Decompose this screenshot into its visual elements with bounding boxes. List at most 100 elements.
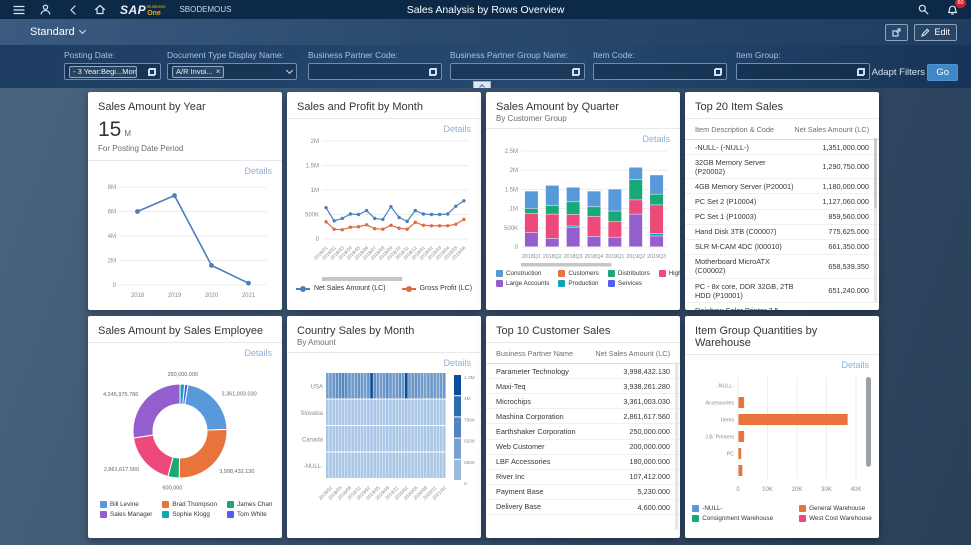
table-row[interactable]: River Inc 107,412.000: [486, 470, 680, 485]
legend-marker: [100, 511, 107, 518]
svg-text:2M: 2M: [311, 139, 319, 145]
country-heatmap-chart[interactable]: USASlovakiaCanada-NULL-2018/022018/05201…: [292, 369, 476, 519]
table-row[interactable]: Microchips 3,361,003.030: [486, 394, 680, 410]
document-type-select[interactable]: A/R Invoi... ×: [167, 63, 297, 80]
legend-item[interactable]: West Cost Warehouse: [799, 515, 872, 522]
value-help-icon[interactable]: [148, 67, 156, 76]
item-code-input[interactable]: [593, 63, 727, 80]
home-icon[interactable]: [93, 3, 106, 16]
svg-text:10K: 10K: [762, 487, 773, 493]
details-link[interactable]: Details: [841, 360, 869, 370]
details-link[interactable]: Details: [443, 358, 471, 368]
table-row[interactable]: -NULL- (-NULL-) 1,351,000.000: [685, 140, 879, 156]
menu-icon[interactable]: [12, 3, 25, 16]
legend-item[interactable]: Sales Manager: [100, 511, 152, 518]
legend-item[interactable]: Production: [558, 280, 599, 287]
legend-label: Net Sales Amount (LC): [313, 285, 386, 292]
posting-date-input[interactable]: - 3 Year:Begi...Month:F... ×: [64, 63, 161, 80]
legend-item[interactable]: Sophie Klogg: [162, 511, 217, 518]
bp-code-input[interactable]: [308, 63, 442, 80]
details-link[interactable]: Details: [642, 134, 670, 144]
table-row[interactable]: PC Set 2 (P10004) 1,127,060.000: [685, 194, 879, 210]
svg-text:Canada: Canada: [302, 437, 324, 443]
row-name: PC Set 1 (P10003): [695, 212, 757, 222]
details-link[interactable]: Details: [244, 166, 272, 176]
share-icon: [892, 27, 902, 37]
table-scrollbar[interactable]: [675, 362, 678, 530]
details-link[interactable]: Details: [244, 348, 272, 358]
table-row[interactable]: Delivery Base 4,600.000: [486, 500, 680, 516]
filter-token[interactable]: - 3 Year:Begi...Month:F... ×: [69, 65, 137, 78]
chevron-down-icon[interactable]: [285, 66, 294, 75]
table-row[interactable]: Parameter Technology 3,998,432.130: [486, 364, 680, 380]
value-help-icon[interactable]: [857, 67, 865, 76]
legend-item[interactable]: Tom White: [227, 511, 272, 518]
variant-selector[interactable]: Standard: [30, 26, 86, 38]
value-help-icon[interactable]: [429, 67, 437, 76]
notifications-icon[interactable]: 60: [946, 0, 966, 16]
legend-item[interactable]: Distributors: [607, 270, 650, 277]
row-value: 2,861,617.560: [623, 411, 670, 421]
legend-item[interactable]: General Warehouse: [799, 505, 872, 512]
table-row[interactable]: Payment Base 5,230.000: [486, 485, 680, 500]
svg-text:2,861,617.560: 2,861,617.560: [104, 467, 139, 473]
sap-business-one-logo[interactable]: SAP Business One: [120, 3, 165, 17]
card-sales-by-employee: Sales Amount by Sales Employee Details 2…: [88, 316, 282, 538]
legend-item[interactable]: High Tech: [658, 270, 680, 277]
value-help-icon[interactable]: [714, 67, 722, 76]
edit-button[interactable]: Edit: [914, 23, 957, 41]
go-button[interactable]: Go: [927, 64, 958, 81]
table-row[interactable]: 32GB Memory Server (P20002) 1,290,750.000: [685, 155, 879, 180]
share-button[interactable]: [885, 23, 909, 41]
month-line-chart[interactable]: 2M1.5M1M500K02018/012018/022018/032018/0…: [292, 135, 476, 283]
row-name: Mashina Corporation: [496, 411, 564, 421]
table-row[interactable]: Earthshaker Corporation 250,000.000: [486, 424, 680, 440]
table-row[interactable]: Mashina Corporation 2,861,617.560: [486, 409, 680, 425]
legend-item[interactable]: -NULL-: [692, 505, 773, 512]
filter-token[interactable]: A/R Invoi... ×: [172, 65, 225, 78]
legend-item[interactable]: Net Sales Amount (LC): [295, 285, 386, 292]
adapt-filters-link[interactable]: Adapt Filters: [871, 67, 925, 78]
kpi-subtitle: For Posting Date Period: [98, 144, 184, 153]
table-scrollbar-thumb[interactable]: [874, 138, 877, 208]
table-row[interactable]: Motherboard MicroATX (C00002) 658,539.350: [685, 255, 879, 280]
search-icon[interactable]: [917, 3, 930, 16]
details-link[interactable]: Details: [443, 124, 471, 134]
legend-item[interactable]: Gross Profit (LC): [401, 285, 472, 292]
item-group-input[interactable]: [736, 63, 870, 80]
table-row[interactable]: Hand Disk 3TB (C00007) 775,625.000: [685, 225, 879, 240]
table-row[interactable]: Web Customer 200,000.000: [486, 440, 680, 455]
legend-item[interactable]: Large Accounts: [496, 280, 549, 287]
legend-item[interactable]: Customers: [558, 270, 599, 277]
table-row[interactable]: LBF Accessories 180,000.000: [486, 455, 680, 470]
legend-label: Services: [617, 280, 643, 287]
table-row[interactable]: Maxi-Teq 3,938,261.280: [486, 379, 680, 395]
legend-item[interactable]: Services: [607, 280, 650, 287]
table-row[interactable]: PC - 8x core, DDR 32GB, 2TB HDD (P10001)…: [685, 279, 879, 304]
year-line-chart[interactable]: 8M 6M 4M 2M 0 2018 2019 2020 2021: [93, 177, 277, 301]
token-remove-icon[interactable]: ×: [215, 66, 221, 76]
bp-group-input[interactable]: [450, 63, 585, 80]
row-name: Rainbow Color Printer 7.5 (A00005): [695, 306, 797, 310]
legend-label: Tom White: [237, 511, 267, 518]
user-icon[interactable]: [39, 3, 52, 16]
value-help-icon[interactable]: [572, 67, 580, 76]
dashboard-content: Sales Amount by Year 15 M For Posting Da…: [0, 88, 971, 545]
table-scrollbar[interactable]: [874, 138, 877, 302]
table-row[interactable]: 4GB Memory Server (P20001) 1,180,000.000: [685, 179, 879, 195]
table-row[interactable]: PC Set 1 (P10003) 859,560.000: [685, 210, 879, 225]
edit-button-label: Edit: [934, 27, 950, 37]
svg-text:2019Q3: 2019Q3: [647, 254, 666, 260]
table-row[interactable]: SLR M-CAM 4DC (I00010) 661,350.000: [685, 240, 879, 255]
table-row[interactable]: Rainbow Color Printer 7.5 (A00005)597,50…: [685, 303, 879, 310]
legend-marker: [799, 505, 807, 512]
back-icon[interactable]: [66, 3, 79, 16]
legend-item[interactable]: Consignment Warehouse: [692, 515, 773, 522]
warehouse-hbar-chart[interactable]: 0 10K 20K 30K 40K -NULL- Accessories Items J.B. …: [690, 371, 874, 501]
legend-item[interactable]: Construction: [496, 270, 549, 277]
employee-donut-chart[interactable]: 250,000.000 3,361,003.030 3,998,432.130 600…: [88, 359, 272, 497]
legend-item[interactable]: Bill Levine: [100, 501, 152, 508]
legend-item[interactable]: James Chan: [227, 501, 272, 508]
legend-item[interactable]: Brad Thompson: [162, 501, 217, 508]
